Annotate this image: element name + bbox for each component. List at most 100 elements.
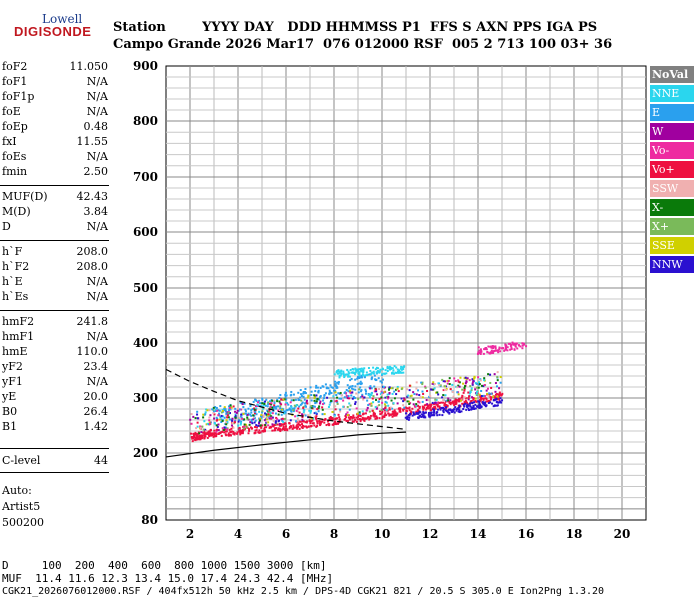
data-point <box>383 390 386 393</box>
data-point <box>382 368 385 371</box>
data-point <box>206 409 209 412</box>
data-point <box>497 351 500 354</box>
data-point <box>498 387 501 390</box>
data-point <box>412 398 415 401</box>
data-point <box>346 414 349 417</box>
data-point <box>486 392 489 395</box>
data-point <box>352 388 355 391</box>
data-point <box>432 381 435 384</box>
data-point <box>402 404 405 407</box>
data-point <box>364 388 367 391</box>
data-point <box>414 405 417 408</box>
data-point <box>221 409 224 412</box>
data-point <box>336 381 339 384</box>
data-point <box>366 417 369 420</box>
data-point <box>237 420 240 423</box>
data-point <box>336 386 339 389</box>
y-tick-label: 700 <box>133 170 158 184</box>
data-point <box>398 410 401 413</box>
param-value: 208.0 <box>76 260 109 273</box>
param-name: h`F2 <box>2 260 30 273</box>
data-point <box>345 388 348 391</box>
data-point <box>343 376 346 379</box>
data-point <box>313 412 316 415</box>
data-point <box>208 416 211 419</box>
data-point <box>381 401 384 404</box>
data-point <box>300 399 303 402</box>
data-point <box>449 403 452 406</box>
data-point <box>363 396 366 399</box>
data-point <box>320 421 323 424</box>
data-point <box>279 407 282 410</box>
param-row-muf-d-: MUF(D) 42.43 <box>2 190 108 205</box>
data-point <box>243 425 246 428</box>
data-point <box>333 414 336 417</box>
data-point <box>212 408 215 411</box>
data-point <box>272 409 275 412</box>
data-point <box>423 404 426 407</box>
data-point <box>292 399 295 402</box>
data-point <box>277 405 280 408</box>
data-point <box>217 423 220 426</box>
data-point <box>418 405 421 408</box>
data-point <box>236 431 239 434</box>
data-point <box>360 382 363 385</box>
data-point <box>196 434 199 437</box>
data-point <box>196 437 199 440</box>
param-value: N/A <box>86 75 108 88</box>
param-name: foEp <box>2 120 28 133</box>
data-point <box>397 407 400 410</box>
data-point <box>250 418 253 421</box>
data-point <box>270 415 273 418</box>
data-point <box>215 430 218 433</box>
data-point <box>364 374 367 377</box>
data-point <box>285 409 288 412</box>
param-value: 3.84 <box>83 205 109 218</box>
data-point <box>363 376 366 379</box>
data-point <box>306 396 309 399</box>
data-point <box>466 405 469 408</box>
data-point <box>359 420 362 423</box>
data-point <box>421 396 424 399</box>
data-point <box>325 386 328 389</box>
data-point <box>278 396 281 399</box>
data-point <box>279 394 282 397</box>
param-name: foE <box>2 105 21 118</box>
data-point <box>338 397 341 400</box>
data-point <box>317 410 320 413</box>
data-point <box>238 408 241 411</box>
data-point <box>340 372 343 375</box>
data-point <box>336 402 339 405</box>
data-point <box>335 394 338 397</box>
data-point <box>410 394 413 397</box>
data-point <box>293 404 296 407</box>
data-point <box>400 388 403 391</box>
data-point <box>337 392 340 395</box>
data-point <box>262 415 265 418</box>
data-point <box>383 403 386 406</box>
data-point <box>231 421 234 424</box>
data-point <box>348 386 351 389</box>
data-point <box>501 399 504 402</box>
data-point <box>394 371 397 374</box>
data-point <box>249 404 252 407</box>
data-point <box>290 399 293 402</box>
x-tick-label: 14 <box>470 527 487 541</box>
data-point <box>273 423 276 426</box>
data-point <box>351 420 354 423</box>
data-point <box>417 408 420 411</box>
data-point <box>360 369 363 372</box>
data-point <box>473 407 476 410</box>
data-point <box>234 416 237 419</box>
data-point <box>435 412 438 415</box>
data-point <box>198 438 201 441</box>
data-point <box>310 425 313 428</box>
data-point <box>485 348 488 351</box>
data-point <box>260 426 263 429</box>
data-point <box>274 406 277 409</box>
data-point <box>350 371 353 374</box>
data-point <box>427 399 430 402</box>
data-point <box>205 408 208 411</box>
data-point <box>460 396 463 399</box>
data-point <box>442 408 445 411</box>
